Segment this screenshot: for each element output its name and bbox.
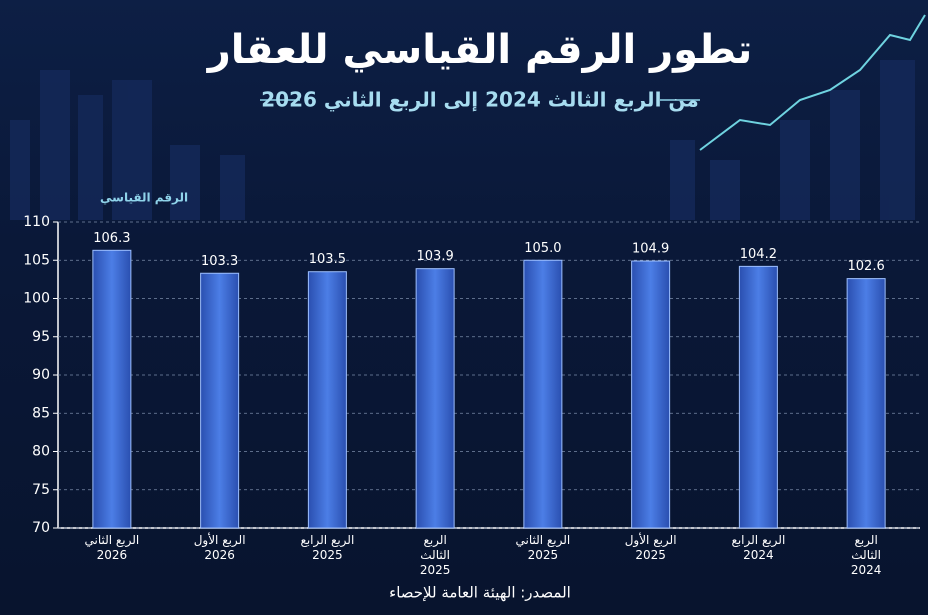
value-label: 106.3 <box>93 231 130 246</box>
value-label: 103.9 <box>417 249 454 264</box>
y-tick-label: 105 <box>23 252 50 268</box>
value-label: 103.3 <box>201 254 238 269</box>
y-tick-label: 80 <box>32 444 50 460</box>
y-tick-label: 75 <box>32 482 50 498</box>
x-tick-label: الربع الثالث 2025 <box>419 533 451 577</box>
x-tick-label: الربع الأول 2025 <box>624 533 677 562</box>
decor-trend <box>699 14 926 151</box>
chart-subtitle: من الربع الثالث 2024 إلى الربع الثاني 20… <box>261 88 699 113</box>
y-tick-label: 70 <box>32 520 50 536</box>
bar <box>523 259 563 529</box>
y-tick-label: 100 <box>23 291 50 307</box>
skyline <box>10 60 915 220</box>
x-tick-label: الربع الرابع 2024 <box>731 533 786 562</box>
x-tick-label: الربع الثاني 2026 <box>84 533 140 562</box>
x-tick-label: الربع الثاني 2025 <box>515 533 571 562</box>
y-tick-label: 90 <box>32 367 50 383</box>
y-tick-label: 85 <box>32 405 50 421</box>
bar <box>738 265 778 529</box>
bar <box>307 271 347 529</box>
y-axis-label: الرقم القياسي <box>100 191 188 205</box>
bar <box>415 268 455 529</box>
bar <box>846 278 886 529</box>
bar <box>631 260 671 529</box>
bar <box>200 272 240 529</box>
bar <box>92 249 132 529</box>
value-label: 104.9 <box>632 242 669 257</box>
y-tick-label: 95 <box>32 329 50 345</box>
chart-title: تطور الرقم القياسي للعقار <box>206 27 752 73</box>
x-tick-label: الربع الرابع 2025 <box>300 533 355 562</box>
source-note: المصدر: الهيئة العامة للإحصاء <box>389 584 571 602</box>
value-label: 102.6 <box>848 259 885 274</box>
y-tick-label: 110 <box>23 214 50 230</box>
x-tick-label: الربع الثالث 2024 <box>850 533 882 577</box>
value-label: 105.0 <box>524 241 561 256</box>
value-label: 104.2 <box>740 247 777 262</box>
x-tick-label: الربع الأول 2026 <box>193 533 246 562</box>
value-label: 103.5 <box>309 252 346 267</box>
